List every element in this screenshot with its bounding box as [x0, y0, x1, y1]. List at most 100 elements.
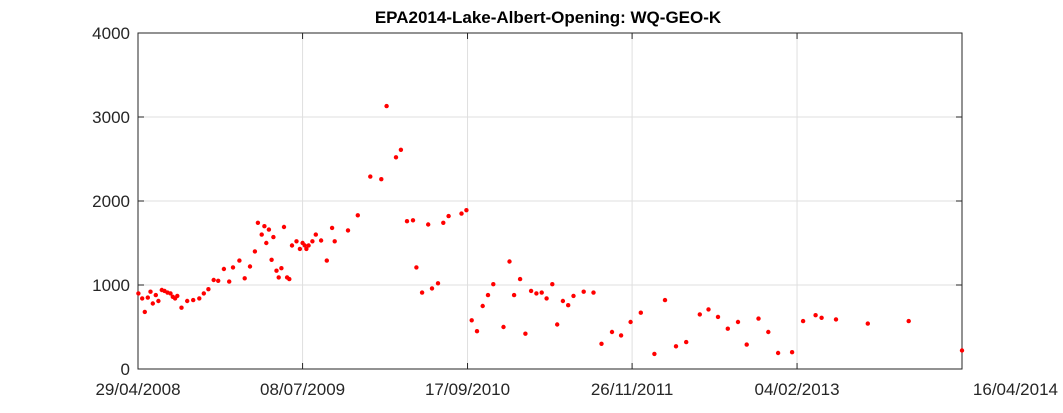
data-point [813, 313, 818, 318]
data-point [355, 213, 360, 218]
data-point [179, 305, 184, 310]
data-point [684, 339, 689, 345]
data-point [469, 318, 474, 323]
data-point [865, 321, 870, 326]
data-point [441, 220, 446, 225]
data-point [491, 282, 496, 287]
data-point [618, 333, 624, 338]
data-point [287, 276, 292, 282]
data-point [191, 297, 196, 303]
data-point [581, 289, 586, 294]
data-point [426, 222, 431, 227]
data-point [833, 317, 839, 322]
data-point [756, 316, 761, 321]
data-point [227, 279, 232, 284]
data-point [464, 208, 469, 213]
data-point [429, 286, 435, 291]
data-point [544, 296, 549, 301]
data-point [211, 277, 216, 283]
data-point [446, 213, 451, 219]
data-point [145, 295, 150, 300]
data-point [142, 309, 147, 315]
data-point [237, 258, 242, 263]
data-point [289, 243, 295, 248]
data-point [242, 276, 247, 281]
data-point [156, 298, 161, 304]
data-point [379, 177, 384, 182]
data-point [297, 246, 303, 252]
data-point [414, 265, 419, 270]
data-point [266, 227, 272, 232]
data-point [628, 319, 633, 325]
data-point [313, 232, 318, 237]
data-point [528, 288, 534, 294]
data-point [507, 259, 512, 264]
data-point [264, 240, 269, 246]
data-point [652, 351, 657, 357]
data-point [302, 243, 307, 248]
data-point [310, 239, 315, 244]
data-point [560, 298, 566, 304]
x-tick-label: 26/11/2011 [591, 380, 674, 399]
data-point [197, 296, 202, 301]
data-point [906, 318, 911, 324]
data-point [819, 315, 824, 320]
data-point [216, 278, 221, 283]
data-point [638, 310, 643, 315]
data-point [175, 293, 180, 299]
data-point [329, 225, 335, 231]
data-point [304, 246, 309, 252]
data-point [153, 292, 158, 298]
data-point [269, 257, 274, 262]
data-point [255, 220, 261, 225]
data-point [318, 238, 324, 243]
data-point [566, 303, 571, 308]
y-tick-label: 4000 [92, 24, 130, 43]
x-tick-label: 08/07/2009 [260, 380, 345, 399]
x-tick-label: 16/04/2014 [973, 380, 1058, 399]
data-point [550, 282, 555, 287]
data-point [150, 301, 155, 306]
data-point [259, 232, 264, 237]
data-point [274, 268, 279, 273]
data-point [306, 243, 311, 248]
y-tick-label: 0 [121, 360, 130, 379]
data-point [324, 258, 329, 263]
data-point [435, 281, 441, 286]
data-point [517, 276, 523, 282]
data-point [766, 329, 771, 335]
data-point [571, 293, 576, 299]
data-point [294, 239, 299, 244]
data-point [368, 174, 373, 179]
data-point [140, 296, 145, 301]
data-point [148, 289, 153, 294]
data-point [735, 319, 741, 325]
data-point [281, 224, 287, 230]
data-point [673, 344, 679, 349]
data-point [609, 329, 615, 335]
data-point [534, 291, 539, 296]
data-point [168, 291, 173, 296]
data-point [485, 292, 491, 298]
data-point [697, 312, 702, 317]
data-point [230, 265, 236, 270]
data-point [332, 239, 337, 244]
data-point [591, 290, 596, 295]
data-point [959, 348, 965, 353]
data-point [393, 155, 399, 160]
data-point [419, 290, 425, 295]
data-point [271, 234, 276, 240]
data-point [185, 298, 190, 304]
chart-title: EPA2014-Lake-Albert-Opening: WQ-GEO-K [375, 8, 722, 27]
data-point [599, 341, 604, 346]
data-point [404, 219, 410, 224]
data-point [276, 275, 281, 280]
data-point [725, 326, 730, 331]
data-point [744, 342, 749, 347]
data-point [279, 266, 284, 271]
x-tick-label: 04/02/2013 [755, 380, 840, 399]
data-point [706, 307, 711, 312]
data-point [662, 297, 668, 303]
